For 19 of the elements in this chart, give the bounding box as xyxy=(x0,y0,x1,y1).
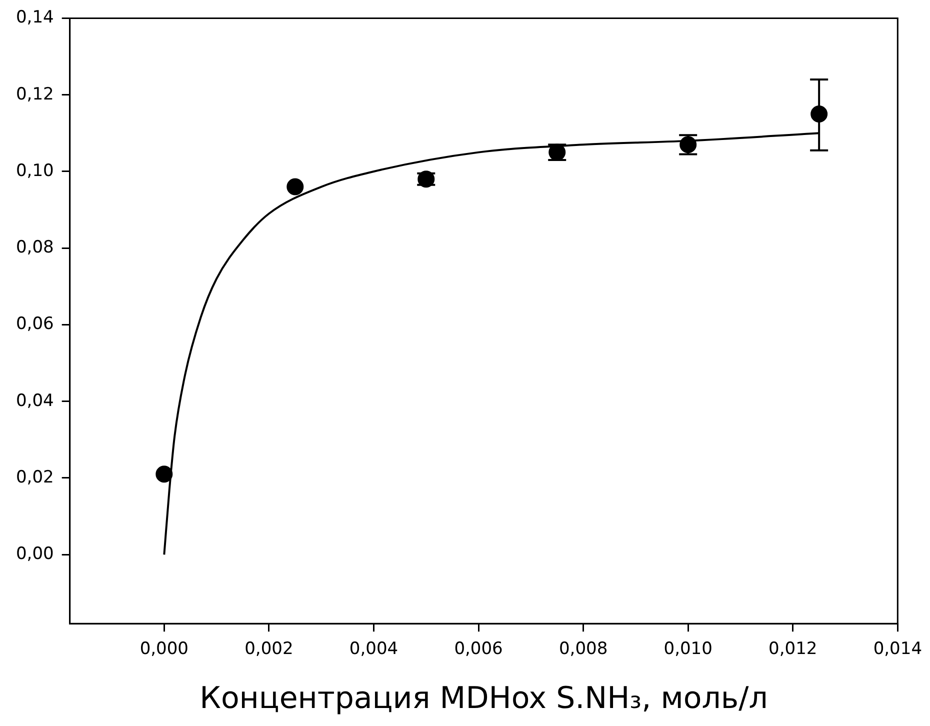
x-tick-label: 0,006 xyxy=(454,639,503,660)
x-tick-label: 0,012 xyxy=(768,639,818,660)
x-tick-label: 0,002 xyxy=(244,639,294,660)
y-tick-label: 0,04 xyxy=(16,390,54,411)
point xyxy=(286,178,304,196)
y-tick-label: 0,06 xyxy=(16,314,54,334)
x-tick-label: 0,014 xyxy=(873,639,922,660)
x-tick-label: 0,000 xyxy=(140,639,188,660)
y-tick-label: 0,00 xyxy=(16,544,54,564)
y-tick-label: 0,10 xyxy=(16,160,54,181)
x-tick-label: 0,008 xyxy=(558,639,608,660)
y-tick-label: 0,12 xyxy=(16,84,54,104)
x-tick-label: 0,004 xyxy=(349,639,398,660)
point xyxy=(156,466,173,483)
y-tick-label: 0,14 xyxy=(16,8,54,28)
y-tick-label: 0,08 xyxy=(16,238,54,258)
x-axis-title: Концентрация MDHox S.NH₃, моль/л xyxy=(200,680,768,716)
y-tick-label: 0,02 xyxy=(16,467,54,488)
x-tick-label: 0,010 xyxy=(664,639,712,660)
